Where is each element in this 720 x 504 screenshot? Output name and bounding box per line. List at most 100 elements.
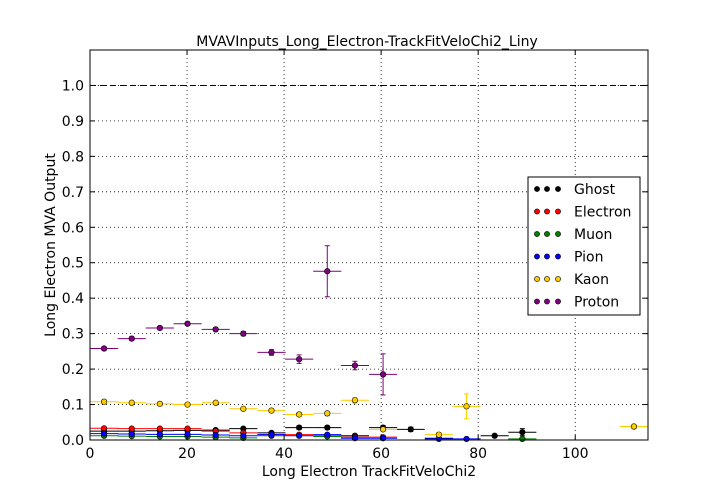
legend-marker-electron (534, 208, 540, 215)
kaon-point (435, 431, 442, 438)
pion-point (156, 431, 163, 438)
data-series (90, 245, 648, 443)
legend-marker-pion (534, 253, 540, 260)
kaon-point (463, 403, 470, 410)
x-tick-label: 60 (372, 446, 390, 462)
ghost-point (491, 432, 498, 439)
legend-item-ghost: Ghost (534, 182, 616, 198)
series-pion (90, 430, 481, 443)
pion-point (296, 432, 303, 439)
legend-marker-electron (544, 208, 550, 215)
legend-label-muon: Muon (574, 227, 612, 243)
legend-label-ghost: Ghost (574, 182, 616, 198)
y-tick-label: 0.0 (62, 433, 84, 449)
y-tick-label: 0.4 (62, 291, 84, 307)
ghost-point (519, 429, 526, 436)
proton-point (240, 330, 247, 337)
electron-point (156, 425, 163, 432)
kaon-point (184, 401, 191, 408)
y-tick-label: 0.5 (62, 256, 84, 272)
y-tick-label: 0.1 (62, 398, 84, 414)
legend-marker-electron (555, 208, 561, 215)
x-tick-label: 20 (178, 446, 196, 462)
kaon-point (324, 410, 331, 417)
y-tick-label: 0.7 (62, 185, 84, 201)
kaon-point (128, 399, 135, 406)
legend-marker-kaon (555, 276, 561, 282)
kaon-point (268, 407, 275, 414)
y-tick-label: 0.9 (62, 114, 84, 130)
legend-marker-proton (534, 298, 540, 305)
legend-marker-proton (544, 298, 550, 305)
pion-point (100, 430, 108, 437)
pion-point (212, 431, 219, 439)
legend-box (527, 176, 641, 316)
proton-point (128, 335, 135, 342)
chart-title: MVAVInputs_Long_Electron-TrackFitVeloChi… (196, 34, 538, 50)
legend-item-proton: Proton (534, 295, 619, 311)
proton-point (184, 320, 191, 327)
legend-marker-pion (544, 253, 550, 260)
y-axis-ticks: 0.0 0.1 0.2 0.3 0.4 0.5 0.6 0.7 0.8 0.9 1.0 (62, 78, 648, 449)
ghost-point (296, 424, 303, 431)
legend-marker-muon (534, 231, 540, 237)
series-kaon (90, 393, 648, 438)
proton-point (351, 362, 359, 369)
pion-point (463, 435, 470, 443)
kaon-point (296, 411, 303, 418)
proton-point (156, 324, 163, 332)
y-tick-label: 0.3 (62, 327, 84, 343)
pion-point (240, 432, 247, 439)
legend-marker-ghost (534, 186, 540, 192)
kaon-point (156, 400, 163, 407)
legend-item-muon: Muon (534, 227, 612, 243)
kaon-point (212, 399, 219, 406)
legend-label-electron: Electron (574, 205, 631, 221)
pion-point (268, 431, 275, 438)
proton-point (212, 326, 219, 333)
legend-marker-kaon (544, 276, 550, 282)
proton-point (296, 356, 303, 363)
y-tick-label: 0.6 (62, 220, 84, 236)
x-axis-ticks: 0 20 40 60 80 100 (86, 50, 589, 462)
kaon-point (100, 398, 108, 405)
electron-point (128, 425, 135, 432)
ghost-point (324, 424, 331, 431)
kaon-point (240, 405, 247, 412)
series-proton (90, 245, 398, 396)
y-tick-label: 1.0 (62, 78, 84, 94)
legend-label-pion: Pion (574, 250, 603, 266)
legend-label-proton: Proton (574, 295, 619, 311)
pion-point (324, 431, 331, 438)
ghost-point (407, 426, 414, 433)
legend-marker-muon (544, 231, 550, 237)
legend-marker-ghost (555, 186, 561, 192)
kaon-point (379, 426, 387, 433)
y-axis-label: Long Electron MVA Output (43, 153, 59, 337)
legend-marker-muon (555, 231, 561, 237)
kaon-point (630, 423, 638, 430)
electron-point (100, 425, 108, 432)
legend-marker-kaon (534, 276, 540, 282)
x-tick-label: 100 (562, 446, 589, 462)
legend-label-kaon: Kaon (574, 272, 609, 288)
legend-marker-ghost (544, 186, 550, 192)
x-tick-label: 80 (469, 446, 487, 462)
x-tick-label: 40 (275, 446, 293, 462)
legend-marker-pion (555, 253, 561, 260)
legend-item-kaon: Kaon (534, 272, 609, 288)
legend-item-pion: Pion (534, 250, 603, 266)
y-tick-label: 0.8 (62, 149, 84, 165)
proton-point (268, 349, 275, 356)
pion-point (128, 430, 135, 438)
muon-point (519, 435, 526, 443)
x-axis-label: Long Electron TrackFitVeloChi2 (262, 464, 476, 480)
electron-point (184, 425, 191, 432)
plot-frame (89, 49, 649, 441)
kaon-point (351, 397, 359, 404)
legend: Ghost Electron Muon Pion Kaon Proton (527, 176, 641, 316)
proton-point (100, 345, 108, 352)
y-tick-label: 0.2 (62, 362, 84, 378)
proton-point (379, 371, 387, 378)
